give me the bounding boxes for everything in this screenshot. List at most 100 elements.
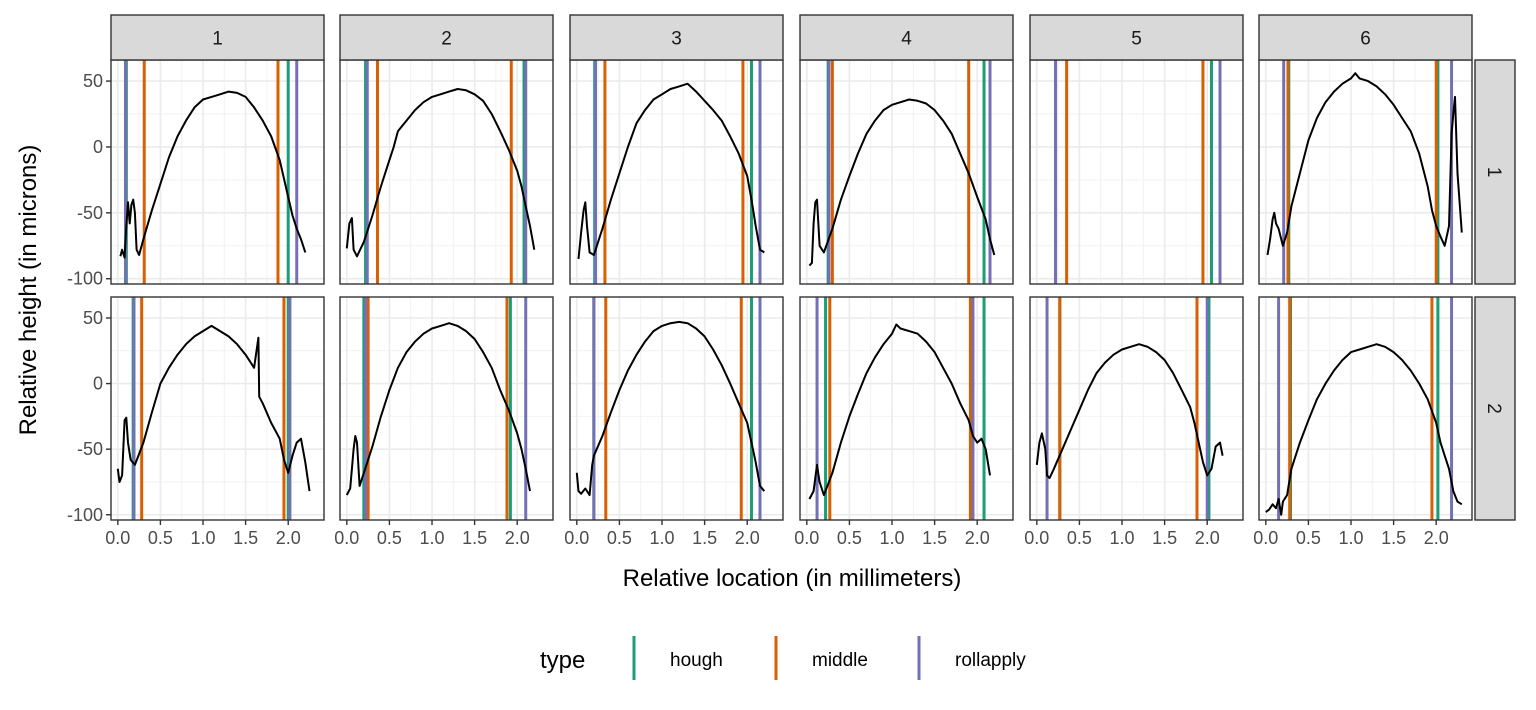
panel-r2-c4 xyxy=(799,296,1014,521)
profile-line xyxy=(575,320,766,497)
y-tick-label: 0 xyxy=(93,374,103,394)
col-strip-5: 5 xyxy=(1029,14,1244,61)
x-tick-label: 1.0 xyxy=(420,528,445,548)
legend-item-rollapply: rollapply xyxy=(917,636,1026,680)
row-strip-2: 2 xyxy=(1474,296,1516,521)
strip-background xyxy=(799,14,1014,61)
panel-background xyxy=(1030,297,1243,520)
x-tick-label: 0.0 xyxy=(1024,528,1049,548)
panel-r1-c2 xyxy=(339,59,554,285)
panel-border xyxy=(1029,296,1244,521)
col-strip-label: 2 xyxy=(441,29,452,50)
col-strip-4: 4 xyxy=(799,14,1014,61)
col-strip-2: 2 xyxy=(339,14,554,61)
panel-r1-c1 xyxy=(110,59,325,285)
x-tick-label: 0.0 xyxy=(1253,528,1278,548)
x-tick-label: 0.0 xyxy=(794,528,819,548)
panel-border xyxy=(799,296,1014,521)
panel-r2-c3 xyxy=(569,296,784,521)
x-tick-label: 2.0 xyxy=(505,528,530,548)
x-tick-label: 0.5 xyxy=(377,528,402,548)
x-tick-label: 2.0 xyxy=(1424,528,1449,548)
strip-background xyxy=(1029,14,1244,61)
x-tick-label: 1.0 xyxy=(650,528,675,548)
strip-background xyxy=(569,14,784,61)
x-tick-label: 1.5 xyxy=(1152,528,1177,548)
y-tick-label: 50 xyxy=(83,71,103,91)
y-tick-label: -50 xyxy=(77,439,103,459)
panel-border xyxy=(110,296,325,521)
legend-item-middle: middle xyxy=(774,636,868,680)
strips-layer: 1 2 3 4 5 6 1 2 xyxy=(110,14,1516,521)
x-tick-label: 1.5 xyxy=(692,528,717,548)
x-tick-label: 1.0 xyxy=(191,528,216,548)
panel-r1-c6 xyxy=(1258,59,1473,285)
panels-layer xyxy=(110,59,1473,521)
profile-line xyxy=(345,322,531,496)
col-strip-label: 6 xyxy=(1360,29,1371,50)
x-tick-label: 0.5 xyxy=(1067,528,1092,548)
x-tick-label: 0.0 xyxy=(564,528,589,548)
x-tick-label: 0.0 xyxy=(105,528,130,548)
col-strip-1: 1 xyxy=(110,14,325,61)
strip-background xyxy=(1258,14,1473,61)
col-strip-label: 3 xyxy=(671,29,682,50)
panel-r2-c1 xyxy=(110,296,325,521)
x-tick-label: 1.0 xyxy=(880,528,905,548)
panel-background xyxy=(1259,60,1472,284)
y-tick-label: 50 xyxy=(83,308,103,328)
x-tick-label: 1.0 xyxy=(1110,528,1135,548)
panel-r2-c6 xyxy=(1258,296,1473,521)
strip-background xyxy=(1474,296,1516,521)
panel-border xyxy=(569,296,784,521)
col-strip-6: 6 xyxy=(1258,14,1473,61)
x-tick-label: 0.0 xyxy=(334,528,359,548)
profile-line xyxy=(119,90,307,259)
y-axis-title: Relative height (in microns) xyxy=(15,145,42,436)
row-strip-label: 1 xyxy=(1483,167,1504,178)
panel-r1-c4 xyxy=(799,59,1014,285)
profile-line xyxy=(1035,343,1224,479)
panel-r2-c2 xyxy=(339,296,554,521)
x-tick-label: 1.5 xyxy=(1381,528,1406,548)
profile-line xyxy=(1266,72,1463,256)
profile-line xyxy=(577,82,765,260)
x-tick-label: 1.5 xyxy=(922,528,947,548)
legend-item-hough: hough xyxy=(632,636,723,680)
x-tick-label: 2.0 xyxy=(735,528,760,548)
profile-line xyxy=(1265,343,1463,516)
strip-background xyxy=(110,14,325,61)
x-tick-label: 0.5 xyxy=(1296,528,1321,548)
col-strip-label: 1 xyxy=(212,29,223,50)
row-strip-1: 1 xyxy=(1474,59,1516,285)
panel-border xyxy=(339,296,554,521)
legend-label: hough xyxy=(670,650,723,671)
y-tick-label: 0 xyxy=(93,137,103,157)
profile-line xyxy=(808,323,991,500)
x-tick-label: 2.0 xyxy=(276,528,301,548)
x-tick-label: 0.5 xyxy=(837,528,862,548)
strip-background xyxy=(339,14,554,61)
panel-r2-c5 xyxy=(1029,296,1244,521)
col-strip-3: 3 xyxy=(569,14,784,61)
profile-line xyxy=(808,98,996,267)
panel-r1-c5 xyxy=(1029,59,1244,285)
x-axis-title: Relative location (in millimeters) xyxy=(623,565,962,592)
panel-border xyxy=(1258,296,1473,521)
y-tick-label: -100 xyxy=(67,505,103,525)
x-tick-label: 1.0 xyxy=(1339,528,1364,548)
axes-layer: -100 -50 0 50 -100 -50 0 50 0.0 0.5 1.0 1.5 2.0 0.0 0.… xyxy=(67,71,1449,548)
x-tick-label: 0.5 xyxy=(148,528,173,548)
panel-r1-c3 xyxy=(569,59,784,285)
legend-label: rollapply xyxy=(955,650,1026,671)
legend-title: type xyxy=(540,647,585,674)
legend: type hough middle rollapply xyxy=(540,636,1026,680)
panel-background xyxy=(340,60,553,284)
panel-background xyxy=(340,297,553,520)
strip-background xyxy=(1474,59,1516,285)
x-tick-label: 2.0 xyxy=(965,528,990,548)
row-strip-label: 2 xyxy=(1483,403,1504,414)
x-tick-label: 1.5 xyxy=(462,528,487,548)
x-tick-label: 0.5 xyxy=(607,528,632,548)
